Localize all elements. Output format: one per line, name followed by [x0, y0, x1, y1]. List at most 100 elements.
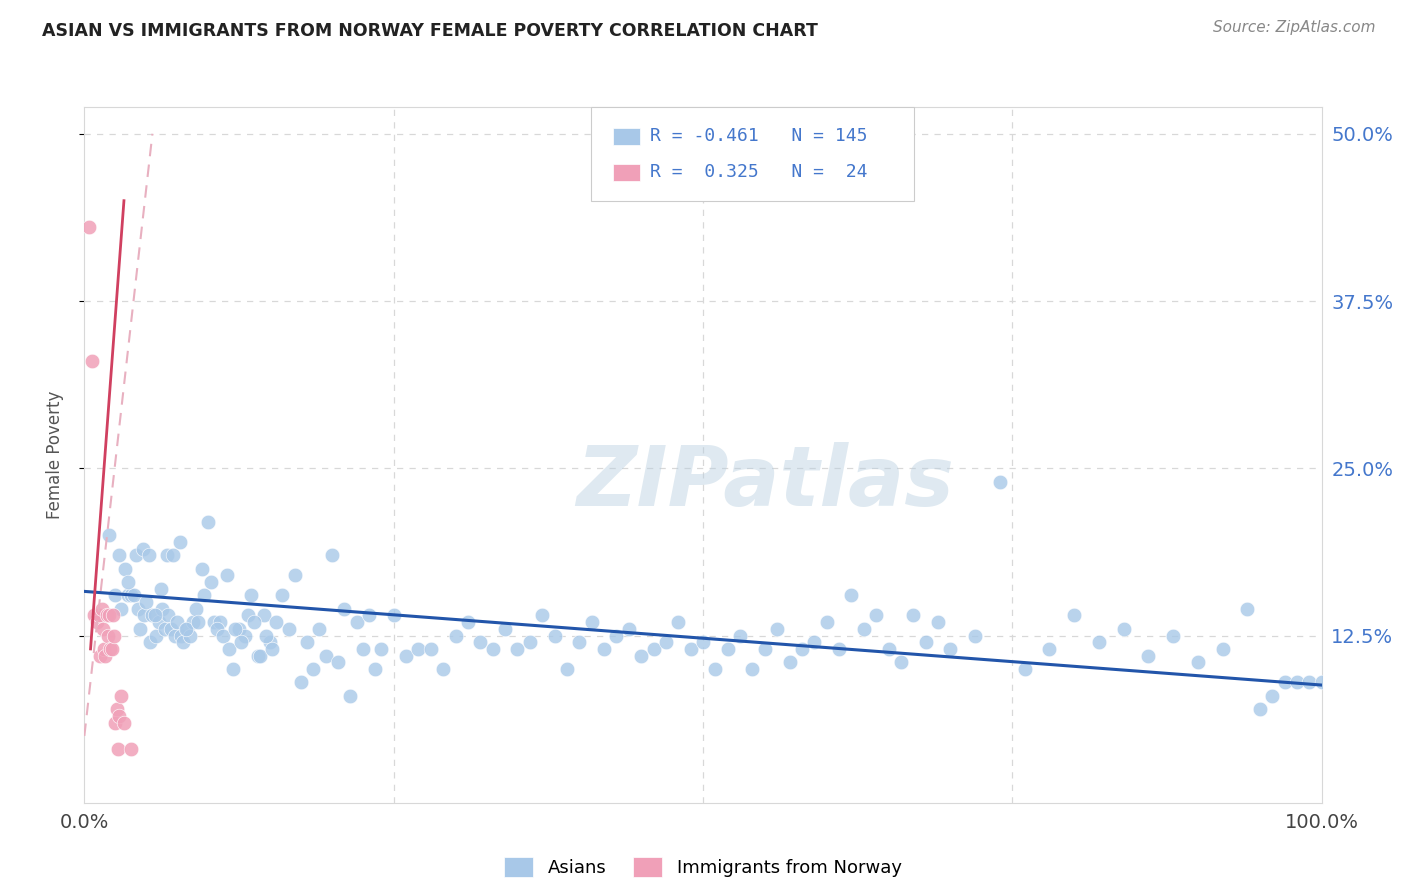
Point [209, 615, 232, 630]
Point [132, 608, 155, 623]
Point [107, 742, 129, 756]
Point [125, 548, 148, 563]
Point [153, 622, 176, 636]
Point [315, 648, 337, 663]
Point [120, 589, 142, 603]
Point [617, 622, 640, 636]
Point [89, 608, 111, 623]
Point [176, 622, 198, 636]
Point [222, 662, 245, 676]
Point [1236, 602, 1258, 616]
Point [148, 615, 170, 630]
Point [197, 515, 219, 529]
Point [1249, 702, 1271, 716]
Point [581, 615, 603, 630]
Point [93, 642, 115, 657]
Point [236, 608, 259, 623]
Point [205, 622, 228, 636]
Point [346, 615, 368, 630]
Point [97, 628, 120, 642]
Point [100, 642, 122, 657]
Point [254, 628, 277, 642]
Point [240, 589, 263, 603]
Point [284, 568, 307, 582]
Point [302, 662, 325, 676]
Point [339, 689, 361, 703]
Point [110, 602, 132, 616]
Point [1261, 689, 1284, 703]
Text: R = -0.461   N = 145: R = -0.461 N = 145 [650, 128, 868, 145]
Point [138, 548, 160, 563]
Point [543, 628, 565, 642]
Text: ZIPatlas: ZIPatlas [576, 442, 953, 524]
Point [202, 615, 225, 630]
Point [1298, 675, 1320, 690]
Point [432, 662, 454, 676]
Point [717, 642, 740, 657]
Point [679, 642, 702, 657]
Point [754, 642, 776, 657]
Text: ASIAN VS IMMIGRANTS FROM NORWAY FEMALE POVERTY CORRELATION CHART: ASIAN VS IMMIGRANTS FROM NORWAY FEMALE P… [42, 22, 818, 40]
Point [1088, 635, 1111, 649]
Point [728, 628, 751, 642]
Point [470, 635, 492, 649]
Point [117, 575, 139, 590]
Point [141, 608, 163, 623]
Point [357, 608, 380, 623]
Point [259, 635, 281, 649]
Point [419, 642, 441, 657]
Point [139, 635, 162, 649]
Point [914, 635, 936, 649]
Legend: Asians, Immigrants from Norway: Asians, Immigrants from Norway [498, 850, 908, 884]
Point [262, 642, 284, 657]
Point [1212, 642, 1234, 657]
Point [939, 642, 962, 657]
Point [630, 648, 652, 663]
Point [110, 689, 132, 703]
Point [104, 715, 127, 730]
Point [494, 622, 516, 636]
Point [89, 648, 111, 663]
Point [114, 562, 136, 576]
Point [127, 602, 149, 616]
Point [1063, 608, 1085, 623]
Point [253, 608, 276, 623]
Point [101, 608, 124, 623]
Point [531, 608, 554, 623]
Point [1285, 675, 1308, 690]
Text: R =  0.325   N =  24: R = 0.325 N = 24 [650, 163, 868, 181]
Point [666, 615, 689, 630]
Point [215, 568, 238, 582]
Point [156, 548, 179, 563]
Point [370, 642, 392, 657]
Point [120, 742, 142, 756]
Point [162, 548, 184, 563]
Point [1038, 642, 1060, 657]
Point [457, 615, 479, 630]
Point [103, 628, 125, 642]
Point [1161, 628, 1184, 642]
Point [326, 655, 349, 669]
Point [145, 628, 167, 642]
Text: Source: ZipAtlas.com: Source: ZipAtlas.com [1212, 20, 1375, 35]
Point [333, 602, 356, 616]
Point [779, 655, 801, 669]
Point [395, 648, 418, 663]
Point [243, 615, 266, 630]
Point [828, 642, 851, 657]
Point [481, 642, 503, 657]
Point [228, 622, 250, 636]
Point [157, 608, 180, 623]
Point [191, 562, 214, 576]
Point [233, 628, 256, 642]
Point [112, 715, 135, 730]
Point [655, 635, 678, 649]
Point [181, 615, 204, 630]
Point [555, 662, 578, 676]
Point [593, 642, 616, 657]
Point [98, 642, 121, 657]
Point [1274, 675, 1296, 690]
Point [83, 608, 105, 623]
Point [408, 642, 430, 657]
Point [704, 662, 727, 676]
